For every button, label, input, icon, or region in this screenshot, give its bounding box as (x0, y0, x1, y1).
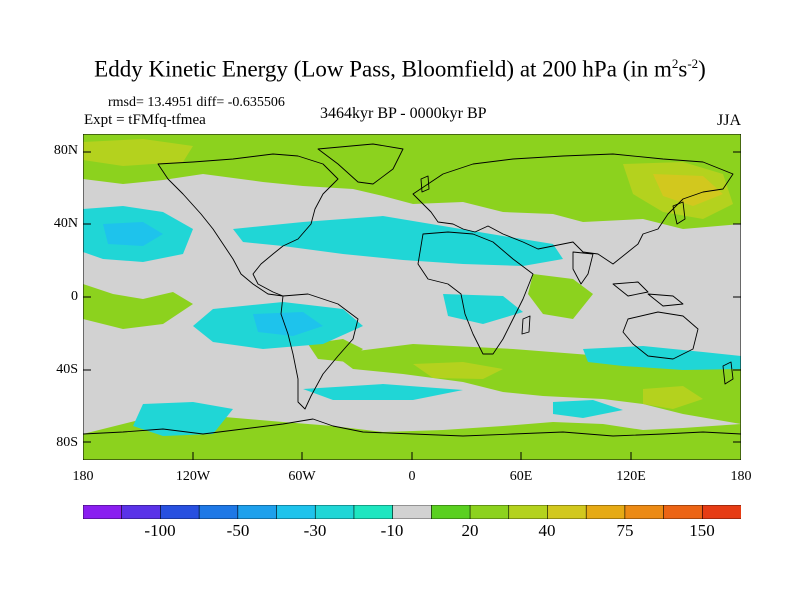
colorbar-segment (198, 505, 239, 519)
lon-label: 180 (730, 469, 752, 484)
colorbar-segment (663, 505, 704, 519)
period-label: 3464kyr BP - 0000kyr BP (320, 105, 487, 122)
lon-label: 60E (509, 469, 533, 484)
lat-label: 80N (53, 143, 78, 158)
colorbar-segment (237, 505, 278, 519)
lat-label: 40S (56, 362, 78, 377)
colorbar-segment (624, 505, 665, 519)
colorbar-label: 40 (538, 521, 556, 540)
season-label: JJA (717, 112, 742, 129)
colorbar-segment (314, 505, 355, 519)
colorbar-label: 150 (689, 521, 715, 540)
lat-label: 40N (53, 216, 78, 231)
colorbar-label: 20 (461, 521, 479, 540)
colorbar-segment (508, 505, 549, 519)
strong-negative-regions (103, 222, 323, 336)
lat-label: 80S (56, 435, 78, 450)
lat-label: 0 (71, 289, 78, 304)
lon-label: 120W (175, 469, 211, 484)
plot-title: Eddy Kinetic Energy (Low Pass, Bloomfiel… (94, 56, 706, 82)
colorbar-label: -50 (226, 521, 250, 540)
colorbar-segment (547, 505, 587, 519)
colorbar-label: -10 (380, 521, 404, 540)
anomaly-map (83, 134, 741, 460)
colorbar-segment (431, 505, 471, 519)
lon-label: 0 (408, 469, 416, 484)
colorbar-label: -100 (144, 521, 176, 540)
colorbar-segment (701, 505, 741, 519)
colorbar-segment (353, 505, 394, 519)
colorbar-segment (392, 505, 433, 519)
lon-label: 60W (288, 469, 316, 484)
lon-label: 120E (616, 469, 646, 484)
colorbar-label: -30 (303, 521, 327, 540)
experiment-label: Expt = tFMfq-tfmea (84, 112, 206, 128)
colorbar-segment (585, 505, 626, 519)
axis-ticks (83, 151, 741, 460)
colorbar-segment (276, 505, 317, 519)
colorbar-segment (469, 505, 510, 519)
strong-positive-regions (83, 139, 733, 409)
colorbar (83, 505, 741, 519)
colorbar-label: 75 (616, 521, 634, 540)
colorbar-segment (160, 505, 200, 519)
lon-label: 180 (72, 469, 94, 484)
coastlines (83, 143, 741, 437)
stats-label: rmsd= 13.4951 diff= -0.635506 (108, 95, 285, 110)
colorbar-segment (83, 505, 123, 519)
colorbar-segment (121, 505, 162, 519)
